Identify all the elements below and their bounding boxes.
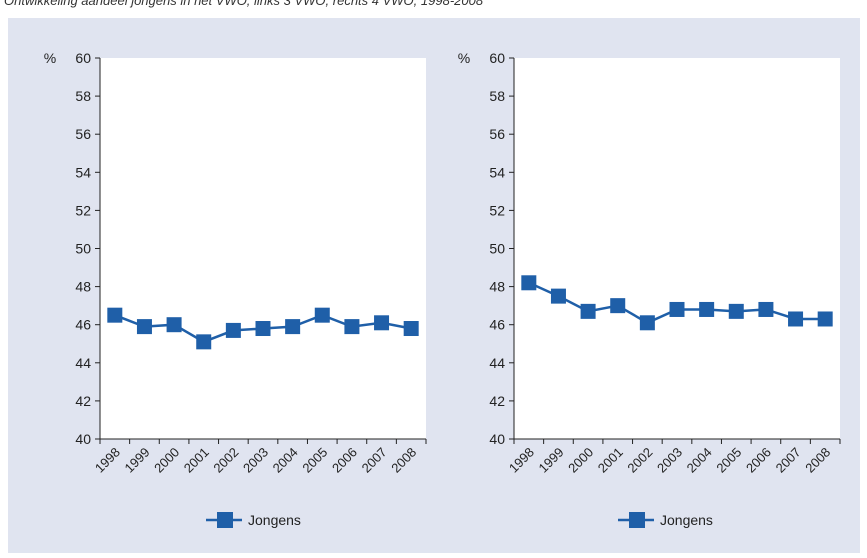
legend-label: Jongens [660, 512, 713, 528]
data-point [610, 298, 626, 314]
legend-marker [629, 512, 645, 528]
y-tick-label: 50 [75, 241, 91, 257]
x-tick-label: 2002 [624, 445, 655, 476]
y-tick-label: 42 [489, 393, 505, 409]
x-tick-label: 2007 [359, 445, 390, 476]
y-tick-label: 60 [489, 50, 505, 66]
x-tick-label: 2001 [181, 445, 212, 476]
x-tick-label: 1998 [506, 445, 537, 476]
y-tick-label: 60 [75, 50, 91, 66]
x-tick-label: 2000 [151, 445, 182, 476]
y-tick-label: 46 [489, 317, 505, 333]
y-tick-label: 40 [75, 431, 91, 447]
x-tick-label: 2004 [270, 445, 301, 476]
y-tick-label: 46 [75, 317, 91, 333]
x-tick-label: 2005 [299, 445, 330, 476]
x-tick-label: 2005 [713, 445, 744, 476]
data-point [758, 301, 774, 317]
x-tick-label: 2007 [773, 445, 804, 476]
data-point [314, 307, 330, 323]
x-tick-label: 1999 [122, 445, 153, 476]
x-tick-label: 2004 [684, 445, 715, 476]
y-tick-label: 50 [489, 241, 505, 257]
data-point [374, 315, 390, 331]
data-point [225, 322, 241, 338]
x-tick-label: 2000 [565, 445, 596, 476]
x-tick-label: 2006 [329, 445, 360, 476]
y-axis-label: % [44, 50, 56, 66]
y-tick-label: 58 [75, 88, 91, 104]
x-tick-label: 2008 [388, 445, 419, 476]
plot-area [100, 58, 426, 439]
y-axis-label: % [458, 50, 470, 66]
data-point [550, 288, 566, 304]
data-point [639, 315, 655, 331]
x-tick-label: 2001 [595, 445, 626, 476]
data-point [817, 311, 833, 327]
data-point [669, 301, 685, 317]
y-tick-label: 40 [489, 431, 505, 447]
data-point [699, 301, 715, 317]
data-point [788, 311, 804, 327]
data-point [403, 321, 419, 337]
y-tick-label: 48 [489, 279, 505, 295]
y-tick-label: 54 [75, 164, 91, 180]
charts-canvas: 4042444648505254565860%19981999200020012… [44, 50, 841, 528]
y-tick-label: 58 [489, 88, 505, 104]
x-tick-label: 2003 [654, 445, 685, 476]
y-tick-label: 44 [489, 355, 505, 371]
y-tick-label: 52 [75, 202, 91, 218]
data-point [285, 319, 301, 335]
chart-2: 4042444648505254565860%19981999200020012… [458, 50, 841, 528]
data-point [344, 319, 360, 335]
data-point [521, 275, 537, 291]
x-tick-label: 2003 [240, 445, 271, 476]
plot-area [514, 58, 840, 439]
y-tick-label: 48 [75, 279, 91, 295]
legend: Jongens [618, 512, 713, 528]
data-point [107, 307, 123, 323]
y-tick-label: 42 [75, 393, 91, 409]
legend-label: Jongens [248, 512, 301, 528]
x-tick-label: 2002 [210, 445, 241, 476]
x-tick-label: 2006 [743, 445, 774, 476]
data-point [580, 303, 596, 319]
y-tick-label: 44 [75, 355, 91, 371]
data-point [255, 321, 271, 337]
figure-caption: Ontwikkeling aandeel jongens in het VWO,… [4, 0, 484, 8]
y-tick-label: 56 [489, 126, 505, 142]
y-tick-label: 54 [489, 164, 505, 180]
chart-1: 4042444648505254565860%19981999200020012… [44, 50, 427, 528]
data-point [196, 334, 212, 350]
y-tick-label: 56 [75, 126, 91, 142]
chart-panel: 40 42 44 46 48 50 52 54 56 58 60% 1998 1999 2000 2001 2… [8, 18, 860, 553]
x-tick-label: 1998 [92, 445, 123, 476]
data-point [136, 319, 152, 335]
y-tick-label: 52 [489, 202, 505, 218]
x-tick-label: 2008 [802, 445, 833, 476]
x-tick-label: 1999 [536, 445, 567, 476]
data-point [166, 317, 182, 333]
data-point [728, 303, 744, 319]
legend: Jongens [206, 512, 301, 528]
legend-marker [217, 512, 233, 528]
